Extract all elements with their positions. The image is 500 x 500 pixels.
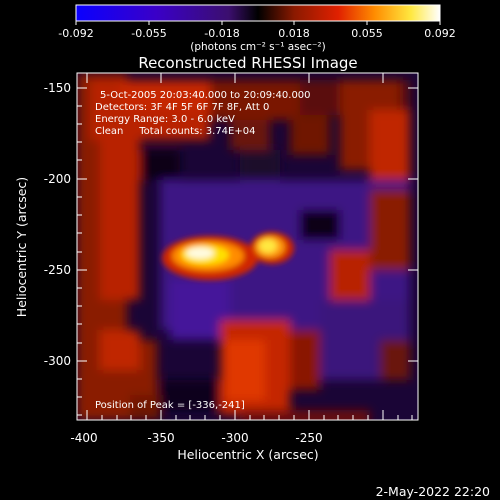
colorbar-tick: -0.055	[131, 27, 166, 40]
x-tick-label: -350	[147, 431, 174, 445]
timestamp: 2-May-2022 22:20	[376, 484, 490, 499]
plot-title: Reconstructed RHESSI Image	[138, 54, 357, 72]
x-tick-label: -250	[295, 431, 322, 445]
info-clean: Clean Total counts: 3.74E+04	[95, 126, 255, 137]
y-tick-label: -300	[44, 354, 71, 368]
peak-position: Position of Peak = [-336,-241]	[95, 400, 245, 411]
colorbar-tick: -0.092	[58, 27, 93, 40]
x-axis	[86, 73, 413, 420]
y-axis	[77, 87, 418, 416]
y-tick-label: -150	[44, 81, 71, 95]
y-tick-label: -200	[44, 172, 71, 186]
colorbar-tick: 0.092	[424, 27, 456, 40]
colorbar-tick: 0.018	[278, 27, 310, 40]
plot-frame	[76, 72, 419, 421]
rhessi-image	[77, 73, 418, 420]
y-tick-label: -250	[44, 263, 71, 277]
x-axis-label: Heliocentric X (arcsec)	[177, 447, 318, 462]
colorbar-tick: -0.018	[204, 27, 239, 40]
info-time: 5-Oct-2005 20:03:40.000 to 20:09:40.000	[100, 90, 311, 101]
colorbar: -0.092 -0.055 -0.018 0.018 0.055 0.092 (…	[58, 4, 456, 53]
x-tick-label: -300	[221, 431, 248, 445]
info-detectors: Detectors: 3F 4F 5F 6F 7F 8F, Att 0	[95, 102, 269, 113]
y-axis-label: Heliocentric Y (arcsec)	[14, 177, 29, 317]
colorbar-unit-label: (photons cm⁻² s⁻¹ asec⁻²)	[190, 41, 325, 53]
info-energy: Energy Range: 3.0 - 6.0 keV	[95, 114, 235, 125]
colorbar-gradient	[75, 4, 441, 22]
colorbar-tick: 0.055	[351, 27, 383, 40]
x-tick-label: -400	[70, 431, 97, 445]
